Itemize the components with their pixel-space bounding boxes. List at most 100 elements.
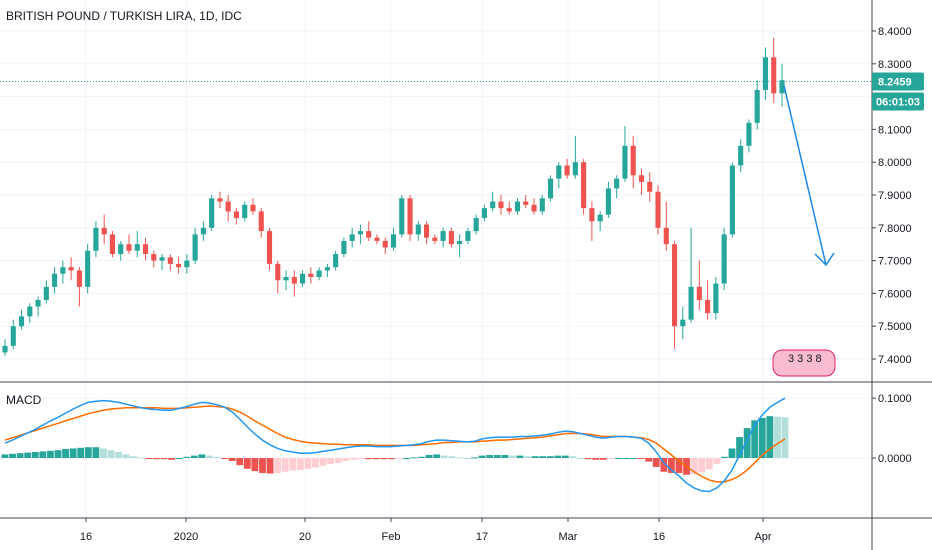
candle-body[interactable] [680,319,686,327]
candle-body[interactable] [258,211,264,232]
macd-histogram-bar[interactable] [402,458,410,459]
candle-body[interactable] [266,231,273,264]
macd-histogram-bar[interactable] [592,458,600,460]
macd-histogram-bar[interactable] [312,458,319,468]
candle-body[interactable] [225,201,231,212]
candle-body[interactable] [324,267,330,271]
macd-histogram-bar[interactable] [236,458,244,466]
macd-histogram-bar[interactable] [584,458,592,460]
candle-body[interactable] [481,208,487,218]
candle-body[interactable] [101,227,107,235]
candle-body[interactable] [564,165,570,176]
candle-body[interactable] [498,201,504,209]
candle-body[interactable] [192,234,198,261]
candle-body[interactable] [729,165,735,235]
candle-body[interactable] [721,234,727,284]
candle-body[interactable] [589,208,595,222]
macd-histogram-bar[interactable] [39,451,47,458]
candle-body[interactable] [424,224,430,238]
candle-body[interactable] [217,198,223,202]
candle-body[interactable] [547,178,554,199]
macd-histogram-bar[interactable] [327,458,335,464]
candle-body[interactable] [622,145,628,179]
macd-histogram-bar[interactable] [54,450,62,458]
macd-histogram-bar[interactable] [92,447,100,458]
macd-line[interactable] [4,397,786,493]
candle-body[interactable] [349,234,355,241]
macd-histogram-bar[interactable] [766,416,774,458]
macd-histogram-bar[interactable] [516,455,524,458]
candle-body[interactable] [382,240,388,248]
candle-body[interactable] [490,201,496,209]
macd-histogram-bar[interactable] [357,458,365,460]
macd-histogram-bar[interactable] [77,447,85,458]
macd-histogram-bar[interactable] [24,452,32,458]
macd-histogram-bar[interactable] [281,458,289,472]
candle-body[interactable] [10,326,16,346]
macd-histogram-bar[interactable] [675,458,683,473]
macd-histogram-bar[interactable] [145,458,153,459]
macd-histogram-bar[interactable] [251,458,259,472]
macd-histogram-bar[interactable] [561,455,569,458]
macd-histogram-bar[interactable] [705,458,713,470]
macd-histogram-bar[interactable] [728,448,736,458]
candle-body[interactable] [60,267,66,274]
candle-body[interactable] [374,237,380,241]
macd-histogram-bar[interactable] [47,450,54,458]
macd-histogram-bar[interactable] [440,455,448,458]
macd-histogram-bar[interactable] [334,458,342,463]
macd-histogram-bar[interactable] [243,458,251,469]
candle-body[interactable] [399,198,405,235]
macd-histogram-bar[interactable] [183,456,191,458]
macd-histogram-bar[interactable] [501,455,509,458]
macd-histogram-bar[interactable] [433,454,441,458]
candle-body[interactable] [76,270,82,287]
candle-body[interactable] [647,181,653,192]
macd-histogram-bar[interactable] [115,452,122,458]
macd-histogram-bar[interactable] [175,458,183,459]
candle-body[interactable] [85,250,91,287]
macd-histogram-bar[interactable] [84,447,92,458]
macd-histogram-bar[interactable] [31,452,39,458]
macd-histogram-bar[interactable] [471,457,478,459]
candle-body[interactable] [754,90,760,123]
macd-histogram-bar[interactable] [365,458,372,460]
macd-histogram-bar[interactable] [448,456,456,458]
macd-histogram-bar[interactable] [319,458,327,466]
candle-body[interactable] [473,217,479,232]
candle-body[interactable] [52,273,58,287]
macd-histogram-bar[interactable] [410,457,418,459]
macd-histogram-bar[interactable] [380,458,388,460]
candle-body[interactable] [630,145,636,176]
candle-body[interactable] [35,299,41,307]
macd-histogram-bar[interactable] [508,455,516,458]
candle-body[interactable] [663,227,669,245]
candle-body[interactable] [109,234,116,255]
macd-histogram-bar[interactable] [637,458,645,459]
macd-histogram-bar[interactable] [774,416,781,458]
macd-histogram-bar[interactable] [160,458,168,460]
macd-histogram-bar[interactable] [539,456,547,458]
candle-body[interactable] [242,204,248,218]
macd-histogram-bar[interactable] [1,454,9,458]
macd-histogram-bar[interactable] [660,458,668,472]
macd-histogram-bar[interactable] [274,458,282,473]
macd-histogram-bar[interactable] [743,428,751,458]
candle-body[interactable] [407,198,413,235]
macd-histogram-bar[interactable] [622,458,630,459]
macd-histogram-bar[interactable] [342,458,350,461]
candle-body[interactable] [2,345,8,353]
candle-body[interactable] [176,263,182,268]
candle-body[interactable] [448,231,454,245]
candle-body[interactable] [18,316,25,327]
macd-histogram-bar[interactable] [206,455,213,458]
candle-body[interactable] [696,286,702,300]
macd-histogram-bar[interactable] [493,455,501,458]
candle-body[interactable] [159,257,165,261]
candle-body[interactable] [308,273,314,277]
macd-histogram-bar[interactable] [607,458,615,459]
macd-histogram-bar[interactable] [9,453,16,458]
macd-histogram-bar[interactable] [259,458,266,473]
macd-histogram-bar[interactable] [463,458,471,459]
candle-body[interactable] [283,277,289,281]
